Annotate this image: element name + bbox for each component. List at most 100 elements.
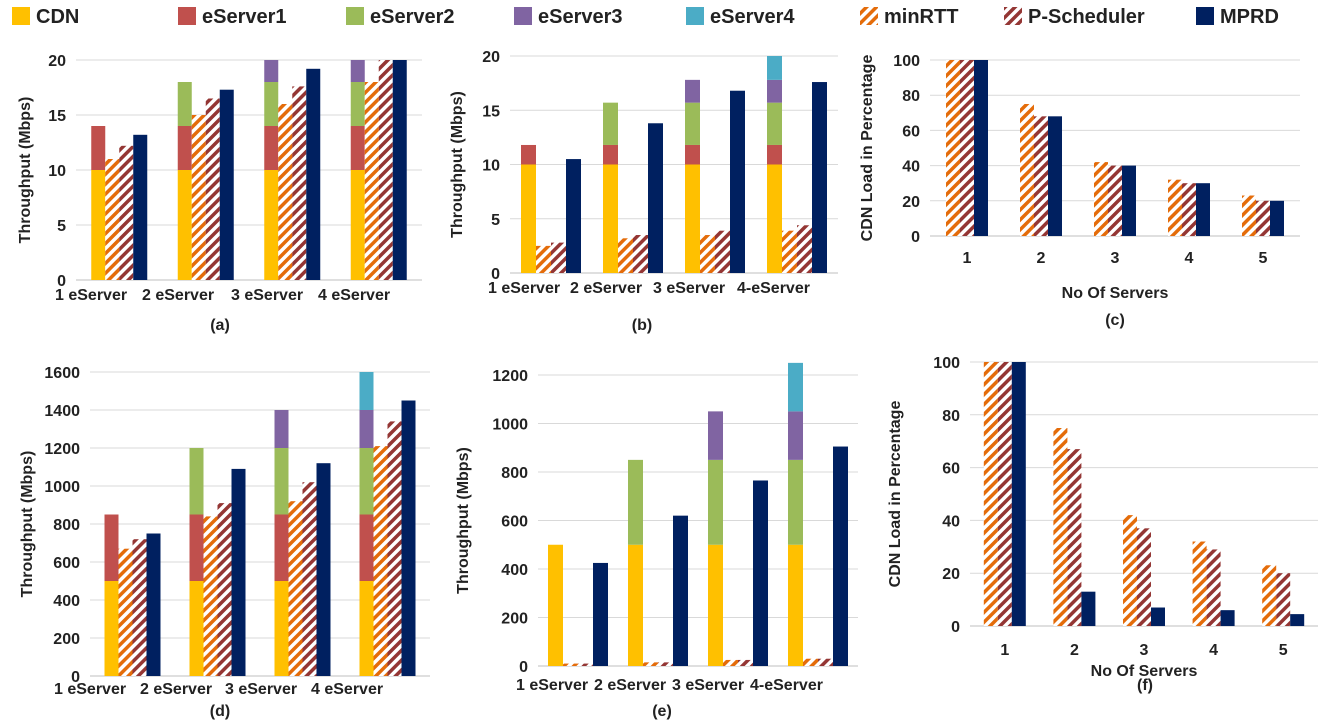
x-tick-label-e-4-eserver: 4-eServer [750, 677, 823, 694]
bar-b-eserver4-4-eserver [767, 56, 782, 80]
chart-panel-e: 0 200 400 600 800 1000 1200 1 eServer 2 eServer 3… [455, 362, 858, 720]
bar-d-cdn-4-eserver [359, 581, 374, 676]
bar-d-cdn-2-eserver [189, 581, 204, 676]
bar-a-eserver3-3-eserver [264, 60, 279, 82]
bar-e-eserver3-3-eserver [708, 411, 723, 460]
bar-a-mprd-3-eserver [306, 68, 321, 280]
x-tick-label-a-4-eserver: 4 eServer [318, 287, 390, 304]
bar-e-cdn-3-eserver [708, 544, 723, 666]
legend-swatch-cdn [12, 7, 30, 25]
y-axis-title-d: Throughput (Mbps) [19, 451, 36, 598]
bar-a-minrtt-3-eserver [278, 104, 293, 280]
bar-a-eserver2-3-eserver [264, 82, 279, 126]
bar-b-p-scheduler-3-eserver [715, 230, 730, 273]
bar-d-p-scheduler-2-eserver [217, 503, 232, 676]
bar-e-eserver3-4-eserver [788, 411, 803, 460]
y-tick-label-a: 5 [57, 218, 66, 235]
bar-a-cdn-2-eserver [177, 170, 192, 280]
bar-c-mprd-2 [1048, 116, 1062, 236]
panel-label-f: (f) [1137, 677, 1153, 694]
bar-a-p-scheduler-4-eserver [378, 60, 393, 280]
bar-b-minrtt-3-eserver [700, 235, 715, 273]
y-axis-title-e: Throughput (Mbps) [455, 447, 472, 594]
bar-b-eserver1-1-eserver [521, 144, 536, 165]
bar-c-p-scheduler-5 [1256, 200, 1270, 236]
bar-c-minrtt-1 [946, 60, 960, 236]
bar-e-mprd-4-eserver [833, 446, 848, 666]
x-tick-label-c-3: 3 [1111, 250, 1120, 267]
bar-b-eserver2-3-eserver [685, 102, 700, 145]
legend-item-eserver1: eServer1 [178, 6, 287, 28]
bar-d-minrtt-4-eserver [373, 446, 388, 676]
bar-a-p-scheduler-1-eserver [119, 145, 134, 280]
bar-b-p-scheduler-2-eserver [633, 235, 648, 273]
y-tick-label-a: 0 [57, 273, 66, 290]
bar-d-mprd-2-eserver [231, 468, 246, 676]
bar-a-minrtt-2-eserver [191, 115, 206, 280]
bar-d-eserver2-2-eserver [189, 448, 204, 515]
bar-e-eserver2-3-eserver [708, 459, 723, 545]
bar-f-minrtt-1 [983, 362, 998, 626]
bar-d-eserver1-3-eserver [274, 514, 289, 581]
bar-a-p-scheduler-2-eserver [205, 98, 220, 280]
bar-f-minrtt-5 [1262, 565, 1277, 626]
x-tick-label-f-4: 4 [1209, 642, 1218, 659]
bar-b-minrtt-2-eserver [618, 238, 633, 273]
x-tick-label-c-5: 5 [1259, 250, 1268, 267]
legend-swatch-eserver2 [346, 7, 364, 25]
bar-a-p-scheduler-3-eserver [292, 86, 307, 281]
bar-a-eserver1-3-eserver [264, 126, 279, 170]
bar-f-mprd-2 [1081, 591, 1096, 626]
bar-c-minrtt-4 [1168, 179, 1182, 236]
bar-e-minrtt-1-eserver [563, 663, 578, 666]
legend-item-cdn: CDN [12, 6, 79, 28]
bar-d-eserver4-4-eserver [359, 372, 374, 410]
legend-item-mprd: MPRD [1196, 6, 1279, 28]
y-tick-label-e: 600 [501, 514, 528, 531]
y-tick-label-f: 100 [933, 355, 960, 372]
y-tick-label-f: 80 [942, 408, 960, 425]
bar-b-p-scheduler-4-eserver [797, 225, 812, 273]
bar-c-p-scheduler-1 [960, 60, 974, 236]
y-tick-label-e: 800 [501, 465, 528, 482]
legend-item-eserver3: eServer3 [514, 6, 623, 28]
legend-item-eserver2: eServer2 [346, 6, 455, 28]
bar-f-p-scheduler-1 [997, 362, 1012, 626]
bar-e-mprd-3-eserver [753, 480, 768, 666]
bar-d-cdn-1-eserver [104, 581, 119, 676]
bar-a-eserver2-2-eserver [177, 82, 192, 126]
x-tick-label-c-4: 4 [1185, 250, 1194, 267]
bar-d-eserver1-1-eserver [104, 514, 119, 581]
legend: CDN eServer1 eServer2 eServer3 eServer4 minRT… [12, 6, 1279, 28]
y-tick-label-a: 20 [48, 53, 66, 70]
panel-label-e: (e) [652, 703, 672, 720]
x-tick-label-f-3: 3 [1140, 642, 1149, 659]
bar-d-eserver2-4-eserver [359, 448, 374, 515]
bar-e-cdn-4-eserver [788, 544, 803, 666]
x-tick-label-c-1: 1 [963, 250, 972, 267]
y-tick-label-d: 1000 [44, 479, 80, 496]
legend-swatch-eserver4 [686, 7, 704, 25]
bar-d-minrtt-1-eserver [118, 548, 133, 676]
bar-d-eserver1-2-eserver [189, 514, 204, 581]
y-tick-label-d: 0 [71, 669, 80, 686]
y-tick-label-d: 400 [53, 593, 80, 610]
y-tick-label-f: 60 [942, 461, 960, 478]
y-tick-label-e: 1000 [492, 417, 528, 434]
panel-label-b: (b) [632, 317, 652, 334]
y-tick-label-f: 40 [942, 513, 960, 530]
bar-d-minrtt-2-eserver [203, 516, 218, 676]
y-tick-label-c: 60 [902, 123, 920, 140]
y-tick-label-d: 200 [53, 631, 80, 648]
x-tick-label-b-1-eserver: 1 eServer [488, 280, 560, 297]
y-tick-label-e: 0 [519, 659, 528, 676]
chart-panel-c: 0 20 40 60 80 100 1 2 3 4 5 CDN Load in Percentage N… [859, 53, 1300, 329]
legend-swatch-eserver3 [514, 7, 532, 25]
y-tick-label-b: 0 [491, 266, 500, 283]
bar-d-eserver2-3-eserver [274, 448, 289, 515]
chart-panel-d: 0 200 400 600 800 1000 1200 1400 1600 1 eServer 2 … [19, 365, 430, 720]
bar-a-cdn-4-eserver [350, 170, 365, 280]
bar-e-eserver2-4-eserver [788, 459, 803, 545]
x-tick-label-e-2-eserver: 2 eServer [594, 677, 666, 694]
bar-f-mprd-3 [1151, 607, 1165, 626]
